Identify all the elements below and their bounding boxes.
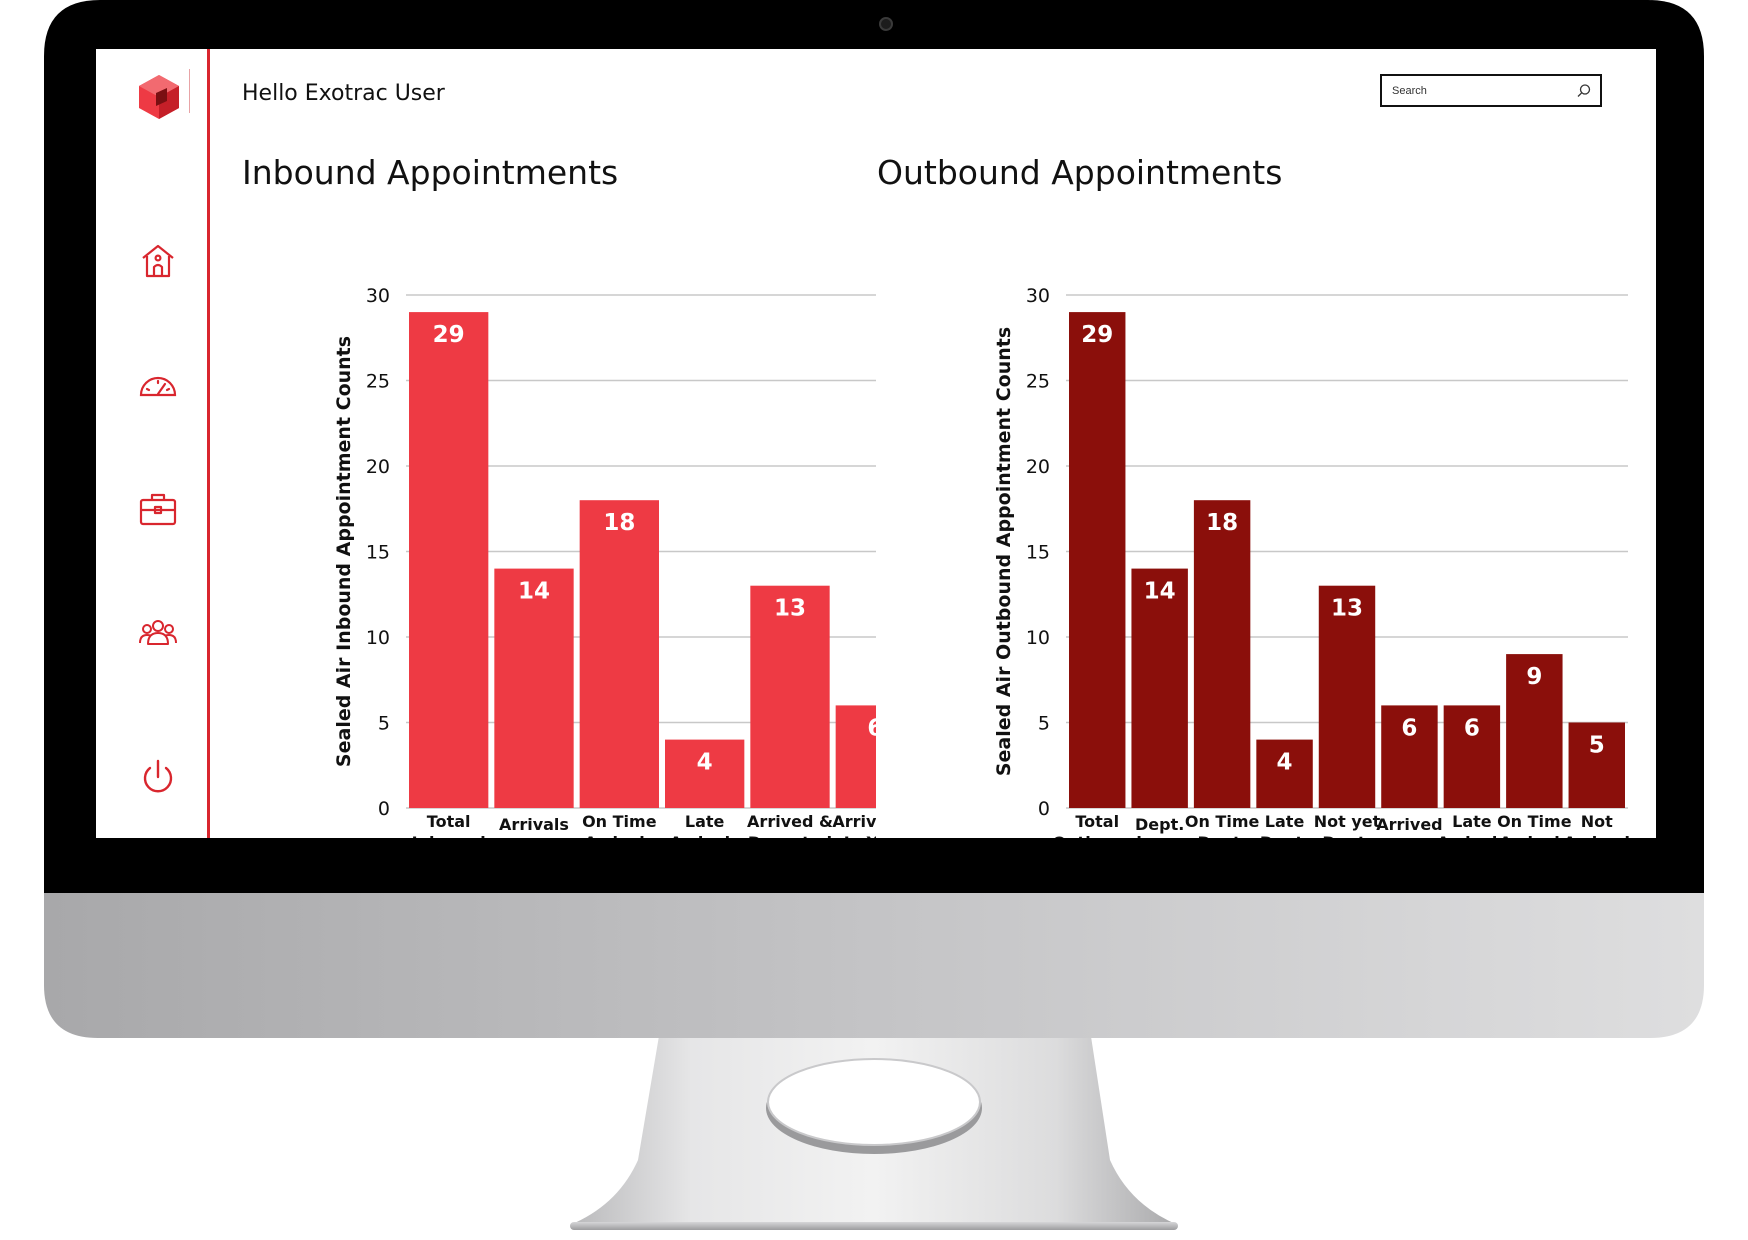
- y-tick-label: 5: [378, 713, 390, 735]
- x-tick-label: LateArrivals: [670, 812, 740, 838]
- bar-value-label: 4: [1277, 750, 1293, 776]
- bar: [1131, 568, 1188, 808]
- bar-value-label: 18: [603, 510, 635, 536]
- power-icon[interactable]: [138, 757, 178, 797]
- outbound-chart: 0 5 10 15 20 25 30 Sealed Air Outbound Appointm…: [993, 285, 1630, 838]
- bar-value-label: 18: [1206, 510, 1238, 536]
- y-tick-label: 10: [366, 627, 390, 649]
- bar-value-label: 29: [1081, 322, 1113, 348]
- bar: [1318, 585, 1376, 808]
- bar: [1506, 654, 1563, 808]
- greeting-text: Hello Exotrac User: [242, 81, 445, 106]
- app-screen: Hello Exotrac User Inbound Appointments …: [96, 49, 1656, 838]
- briefcase-icon[interactable]: [138, 489, 178, 529]
- y-tick-label: 20: [366, 456, 390, 478]
- x-tick-label: Arrived: [1376, 815, 1442, 834]
- y-tick-label: 30: [366, 285, 390, 307]
- bar-value-label: 6: [1464, 715, 1480, 741]
- sidebar-divider: [207, 49, 210, 838]
- speedometer-icon[interactable]: [138, 365, 178, 405]
- bar-value-label: 5: [1589, 733, 1605, 759]
- bar-value-label: 6: [867, 715, 876, 741]
- bar: [1069, 312, 1126, 808]
- bar: [409, 312, 489, 808]
- x-tick-label: Arrived &Departed: [747, 812, 833, 838]
- home-icon[interactable]: [138, 241, 178, 281]
- bar-value-label: 6: [1401, 715, 1417, 741]
- y-axis-label: Sealed Air Outbound Appointment Counts: [993, 327, 1015, 776]
- cube-icon[interactable]: [135, 73, 183, 121]
- inbound-chart-title: Inbound Appointments: [242, 153, 619, 192]
- y-tick-label: 0: [1038, 798, 1050, 820]
- x-tick-label: Arrivals: [499, 815, 569, 834]
- bar-value-label: 13: [1331, 596, 1363, 622]
- bar: [835, 705, 876, 808]
- outbound-chart-title: Outbound Appointments: [877, 153, 1283, 192]
- y-tick-label: 25: [366, 371, 390, 393]
- x-tick-label: LateDept.: [1260, 812, 1309, 838]
- x-tick-label: LateArrivals: [1437, 812, 1507, 838]
- y-tick-label: 25: [1026, 371, 1050, 393]
- search-input[interactable]: [1392, 82, 1562, 100]
- y-tick-label: 15: [366, 542, 390, 564]
- x-tick-label: On TimeDept.: [1185, 812, 1260, 838]
- bar: [1381, 705, 1438, 808]
- bar: [1568, 722, 1625, 808]
- y-tick-label: 0: [378, 798, 390, 820]
- x-tick-label: NotArrived: [1564, 812, 1630, 838]
- bar: [1443, 705, 1501, 808]
- y-tick-label: 5: [1038, 713, 1050, 735]
- y-tick-label: 15: [1026, 542, 1050, 564]
- x-tick-label: Not yetDept.: [1314, 812, 1381, 838]
- bar: [665, 739, 745, 808]
- bar: [579, 500, 659, 808]
- bar: [494, 568, 574, 808]
- y-tick-label: 20: [1026, 456, 1050, 478]
- logo-divider: [189, 69, 190, 113]
- y-tick-label: 30: [1026, 285, 1050, 307]
- inbound-chart: 0 5 10 15 20 25 30 Sealed Air Inbound Appointme…: [333, 285, 876, 838]
- x-tick-label: TotalInboundAppt.: [412, 812, 486, 838]
- bar-value-label: 14: [1144, 579, 1176, 605]
- x-tick-label: Dept.: [1135, 815, 1184, 834]
- y-axis-label: Sealed Air Inbound Appointment Counts: [333, 336, 355, 767]
- y-tick-label: 10: [1026, 627, 1050, 649]
- bar-value-label: 9: [1526, 664, 1542, 690]
- bar-value-label: 14: [518, 579, 550, 605]
- x-tick-label: On TimeArrivals: [1497, 812, 1572, 838]
- users-icon[interactable]: [138, 613, 178, 653]
- x-tick-label: Arrived &In Yard: [832, 812, 876, 838]
- search-icon[interactable]: [1576, 83, 1592, 99]
- x-tick-label: On TimeArrivals: [582, 812, 657, 838]
- bar-value-label: 13: [774, 596, 806, 622]
- bar-value-label: 4: [697, 750, 713, 776]
- search-box[interactable]: [1380, 74, 1602, 107]
- bar-value-label: 29: [433, 322, 465, 348]
- bar: [1193, 500, 1251, 808]
- x-tick-label: TotalOutboundAppt.: [1053, 812, 1142, 838]
- bar: [750, 585, 830, 808]
- bar: [1256, 739, 1313, 808]
